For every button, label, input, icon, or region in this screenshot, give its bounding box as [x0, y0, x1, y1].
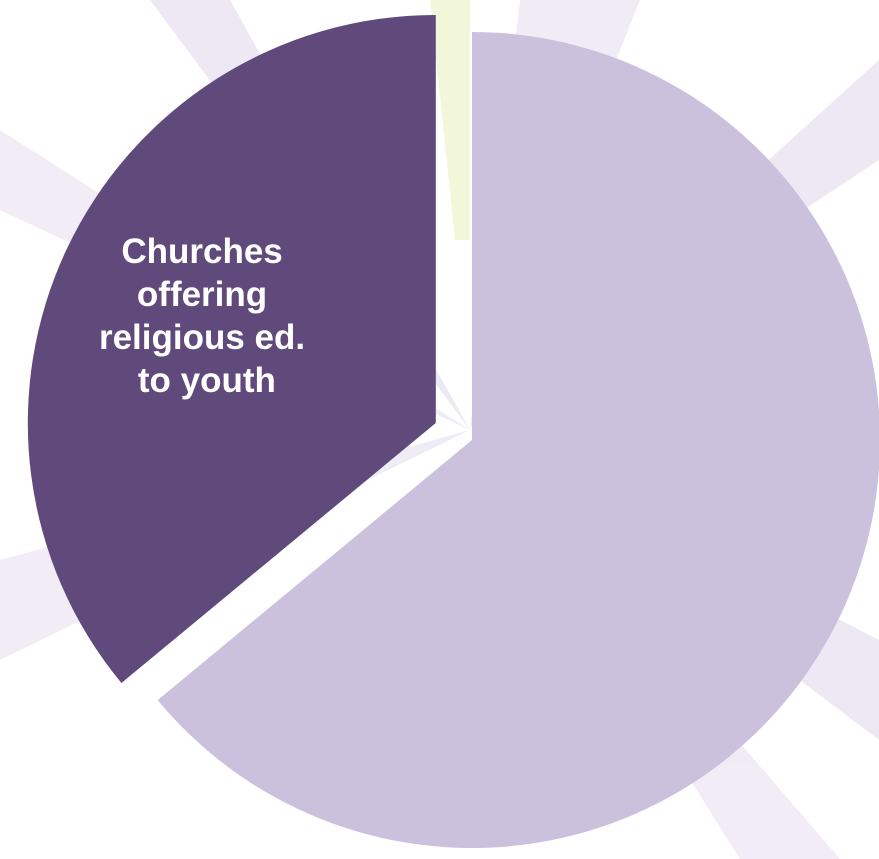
pie-slice-other	[157, 32, 879, 848]
slice-label-line-2: offering	[137, 275, 267, 314]
pie-slice-churches-youth-ed	[27, 14, 436, 684]
slice-label-line-4: to youth	[138, 361, 276, 400]
slice-label-churches-youth-ed: Churches offering religious ed. to youth	[99, 232, 315, 400]
slice-label-line-3: religious ed.	[99, 318, 305, 357]
slice-label-line-1: Churches	[121, 232, 282, 271]
bg-highlight-beam	[430, 0, 470, 240]
pie-slices	[27, 14, 879, 848]
